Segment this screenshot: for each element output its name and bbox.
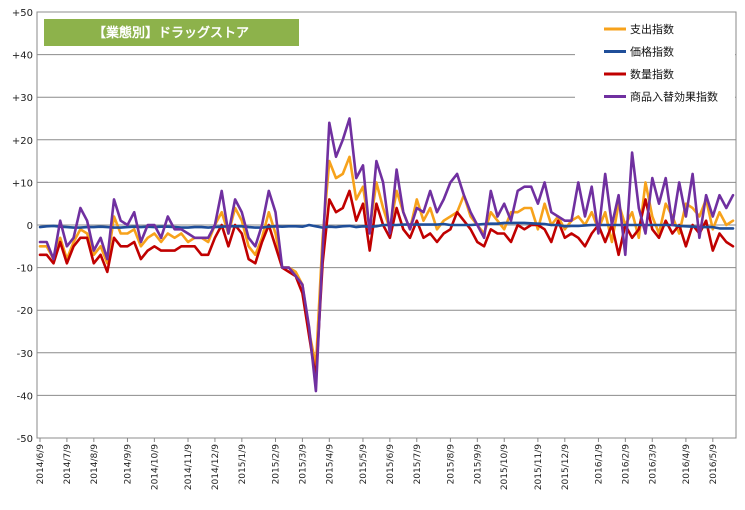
series-line-3	[38, 189, 735, 380]
x-tick-label: 2014/12/9	[211, 444, 221, 490]
x-tick-label: 2015/10/9	[500, 444, 510, 490]
x-tick-label: 2015/9/9	[473, 444, 483, 485]
y-tick-label: +50	[12, 8, 33, 19]
x-tick-label: 2014/7/9	[63, 444, 73, 485]
x-tick-label: 2015/6/9	[386, 444, 396, 485]
y-tick-label: +10	[12, 178, 33, 189]
x-tick-label: 2016/4/9	[682, 444, 692, 485]
x-tick-label: 2015/11/9	[534, 444, 544, 490]
legend-entry: 商品入替効果指数	[630, 90, 718, 104]
x-tick-label: 2016/3/9	[648, 444, 658, 485]
x-axis-ticks: 2014/6/9 2014/7/9 2014/8/9 2014/9/9 2014/10/…	[36, 438, 719, 490]
x-tick-label: 2015/12/9	[561, 444, 571, 490]
series-lines	[38, 117, 735, 393]
y-tick-label: -40	[17, 391, 33, 402]
x-tick-label: 2016/1/9	[594, 444, 604, 485]
title-background	[44, 19, 299, 46]
y-tick-label: +40	[12, 51, 33, 62]
chart-title: 【業態別】ドラッグストア	[93, 25, 249, 41]
y-tick-label: -20	[17, 306, 33, 317]
y-tick-label: -30	[17, 349, 33, 360]
x-tick-label: 2014/8/9	[90, 444, 100, 485]
x-tick-label: 2015/2/9	[271, 444, 281, 485]
x-tick-label: 2015/5/9	[359, 444, 369, 485]
chart-title-box: 【業態別】ドラッグストア	[44, 19, 299, 46]
legend-entry: 価格指数	[630, 45, 674, 59]
x-tick-label: 2014/10/9	[150, 444, 160, 490]
x-tick-label: 2015/3/9	[298, 444, 308, 485]
x-tick-label: 2015/1/9	[238, 444, 248, 485]
y-tick-label: +20	[12, 136, 33, 147]
x-tick-label: 2015/4/9	[325, 444, 335, 485]
legend-entry: 数量指数	[630, 67, 674, 81]
series-line-4	[38, 117, 735, 393]
legend-background	[575, 14, 735, 114]
x-tick-label: 2015/8/9	[446, 444, 456, 485]
x-tick-label: 2015/7/9	[413, 444, 423, 485]
series-line-1	[38, 155, 735, 367]
x-tick-label: 2016/2/9	[621, 444, 631, 485]
y-tick-label: -10	[17, 264, 33, 275]
y-tick-label: 0	[27, 221, 33, 232]
x-tick-label: 2016/5/9	[709, 444, 719, 485]
legend-entry: 支出指数	[630, 22, 674, 36]
x-tick-label: 2014/6/9	[36, 444, 46, 485]
y-axis-ticks: -50 -40 -30 -20 -10 0 +10 +20 +30 +40 +50	[12, 8, 33, 445]
y-tick-label: -50	[17, 434, 33, 445]
y-tick-label: +30	[12, 93, 33, 104]
x-tick-label: 2014/11/9	[184, 444, 194, 490]
x-tick-label: 2014/9/9	[123, 444, 133, 485]
